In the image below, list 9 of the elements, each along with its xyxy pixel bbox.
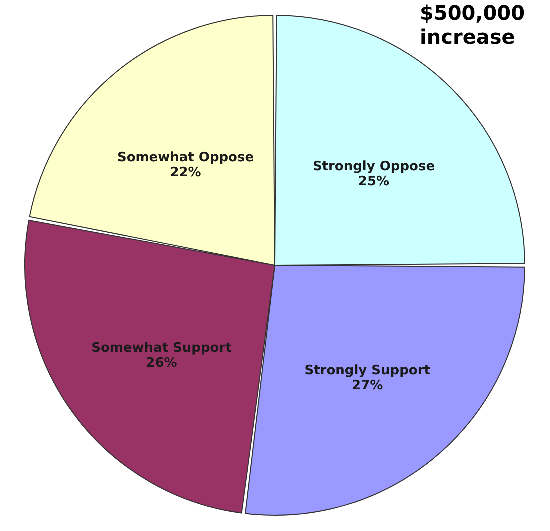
data-label: 22% [170,166,202,181]
slice-label: Somewhat Oppose [117,150,254,166]
slice-label: Strongly Support [304,364,430,379]
slice-label: Strongly Oppose [312,160,436,175]
data-label: 25% [358,174,390,190]
slice-label: Somewhat Support [92,340,232,356]
chart-title: $500,000 increase [420,1,526,49]
data-label: 27% [352,378,384,394]
data-label: 26% [146,356,178,371]
